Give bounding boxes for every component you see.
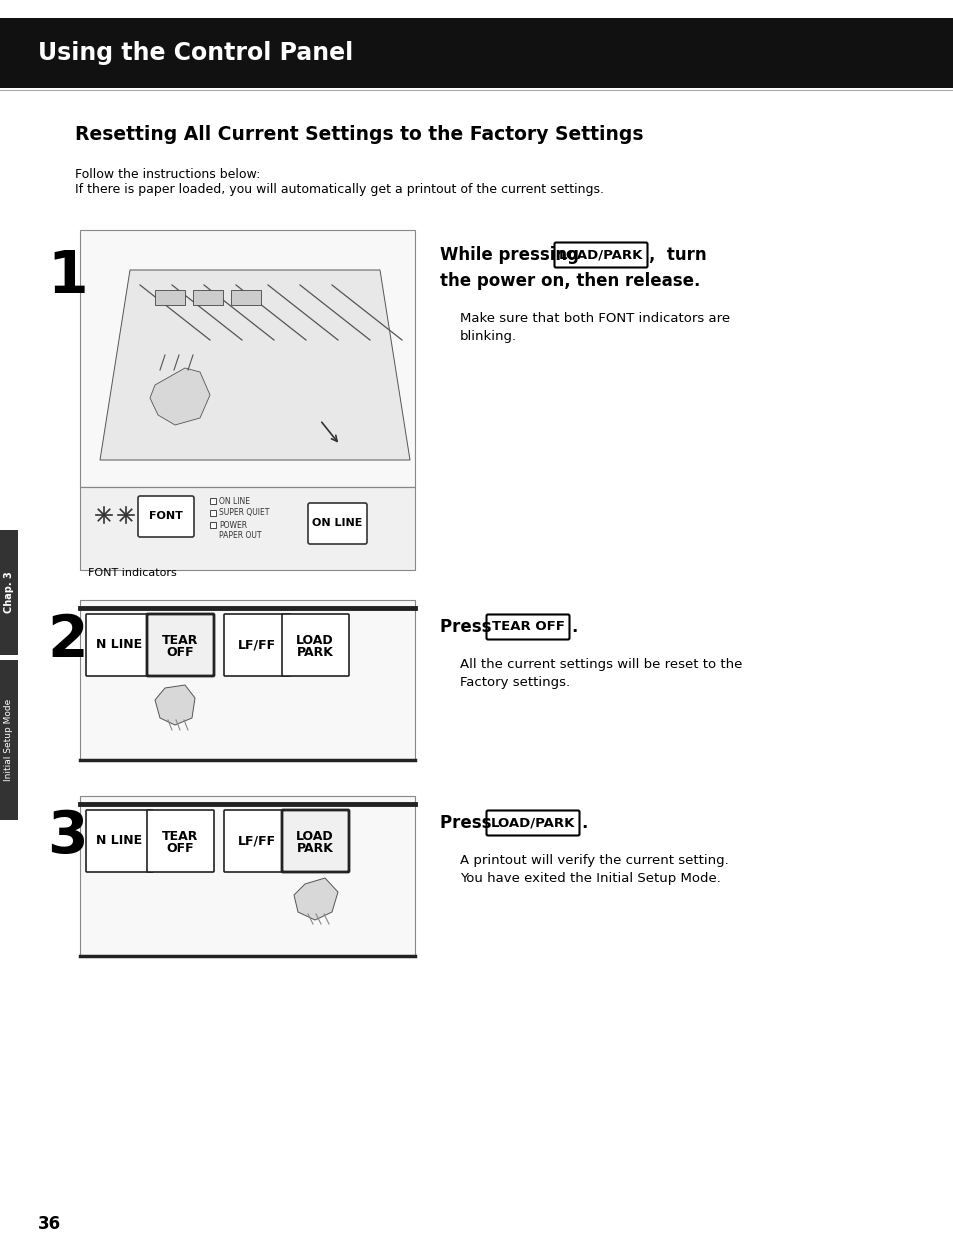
Text: LF/FF: LF/FF (237, 835, 275, 847)
Text: Initial Setup Mode: Initial Setup Mode (5, 699, 13, 781)
Text: LOAD/PARK: LOAD/PARK (490, 816, 575, 830)
Text: .: . (580, 813, 587, 832)
Text: TEAR OFF: TEAR OFF (491, 620, 564, 634)
Bar (210, 510, 215, 516)
Text: PARK: PARK (296, 646, 334, 660)
Text: TEAR: TEAR (162, 830, 198, 842)
Text: 3: 3 (47, 808, 88, 866)
Text: Follow the instructions below:: Follow the instructions below: (75, 167, 260, 181)
Text: FONT: FONT (149, 511, 183, 521)
Text: FONT indicators: FONT indicators (88, 568, 176, 578)
Text: LOAD: LOAD (295, 830, 334, 842)
FancyBboxPatch shape (86, 614, 152, 676)
Text: ,  turn: , turn (648, 246, 706, 264)
Bar (193, 290, 223, 305)
Text: PARK: PARK (296, 842, 334, 856)
FancyBboxPatch shape (486, 615, 569, 640)
Text: the power on, then release.: the power on, then release. (439, 272, 700, 290)
Bar (0, 660, 18, 820)
FancyBboxPatch shape (147, 810, 213, 872)
Text: 1: 1 (47, 248, 88, 305)
FancyBboxPatch shape (86, 810, 152, 872)
Bar (80, 487, 415, 570)
Text: POWER: POWER (219, 521, 247, 529)
Text: N LINE: N LINE (96, 639, 142, 651)
FancyBboxPatch shape (554, 243, 647, 268)
Text: While pressing: While pressing (439, 246, 584, 264)
FancyBboxPatch shape (282, 810, 349, 872)
Bar (210, 498, 215, 503)
Text: A printout will verify the current setting.: A printout will verify the current setti… (459, 854, 728, 867)
Text: Press: Press (439, 618, 497, 636)
Text: LOAD: LOAD (295, 634, 334, 646)
Text: PAPER OUT: PAPER OUT (219, 532, 261, 541)
Text: OFF: OFF (166, 646, 193, 660)
Bar (80, 600, 415, 760)
FancyBboxPatch shape (308, 503, 367, 544)
Text: If there is paper loaded, you will automatically get a printout of the current s: If there is paper loaded, you will autom… (75, 184, 603, 196)
Bar (210, 522, 215, 528)
Text: Chap. 3: Chap. 3 (4, 572, 14, 613)
Polygon shape (154, 684, 194, 725)
Text: Using the Control Panel: Using the Control Panel (38, 41, 353, 64)
Text: LOAD/PARK: LOAD/PARK (558, 248, 642, 262)
Bar (231, 290, 261, 305)
FancyBboxPatch shape (224, 810, 291, 872)
FancyBboxPatch shape (138, 496, 193, 537)
Bar (0, 529, 18, 655)
Polygon shape (150, 368, 210, 425)
FancyBboxPatch shape (147, 614, 213, 676)
Text: Press: Press (439, 813, 497, 832)
Text: LF/FF: LF/FF (237, 639, 275, 651)
Text: ON LINE: ON LINE (219, 496, 250, 506)
Bar (0, 19, 953, 88)
Text: TEAR: TEAR (162, 634, 198, 646)
Text: 2: 2 (47, 613, 88, 670)
FancyBboxPatch shape (224, 614, 291, 676)
Text: SUPER QUIET: SUPER QUIET (219, 508, 269, 517)
Text: OFF: OFF (166, 842, 193, 856)
Text: 36: 36 (38, 1215, 61, 1233)
Text: You have exited the Initial Setup Mode.: You have exited the Initial Setup Mode. (459, 872, 720, 885)
Polygon shape (100, 270, 410, 460)
FancyBboxPatch shape (486, 811, 578, 836)
Text: All the current settings will be reset to the: All the current settings will be reset t… (459, 658, 741, 671)
Text: ON LINE: ON LINE (312, 518, 362, 528)
Text: .: . (571, 618, 577, 636)
Bar (80, 229, 415, 487)
Text: blinking.: blinking. (459, 330, 517, 343)
Text: Make sure that both FONT indicators are: Make sure that both FONT indicators are (459, 312, 729, 325)
Bar (80, 796, 415, 956)
Bar (154, 290, 185, 305)
Text: N LINE: N LINE (96, 835, 142, 847)
Text: Factory settings.: Factory settings. (459, 676, 570, 689)
FancyBboxPatch shape (282, 614, 349, 676)
Text: Resetting All Current Settings to the Factory Settings: Resetting All Current Settings to the Fa… (75, 125, 643, 144)
Polygon shape (294, 878, 337, 920)
